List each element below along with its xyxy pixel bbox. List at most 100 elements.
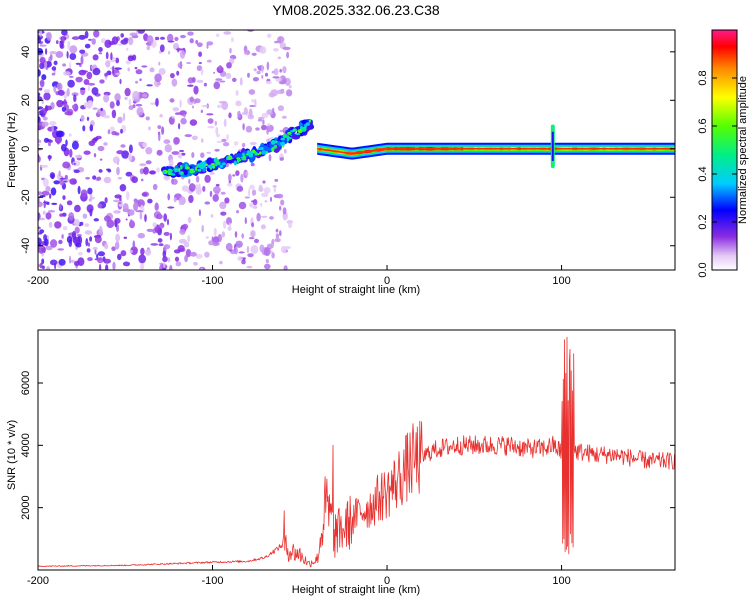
spectrogram-noise-blob xyxy=(249,202,254,208)
spectrogram-ytick-label: 0 xyxy=(20,146,32,152)
spectrogram-noise-blob xyxy=(247,253,254,258)
spectrogram-noise-blob xyxy=(143,166,149,175)
spectrogram-noise-blob xyxy=(224,197,230,204)
spectrogram-noise-blob xyxy=(49,193,52,199)
spectrogram-noise-blob xyxy=(260,215,268,218)
spectrogram-ytick-label: -20 xyxy=(20,189,32,205)
spectrogram-noise-blob xyxy=(88,198,92,202)
spectrogram-noise-blob xyxy=(200,68,204,76)
spectrogram-noise-blob xyxy=(269,216,274,220)
spectrogram-noise-blob xyxy=(195,40,199,44)
spectrogram-noise-blob xyxy=(260,224,266,230)
spectrogram-noise-blob xyxy=(148,126,151,131)
spectrogram-noise-blob xyxy=(281,115,287,119)
spectrogram-noise-blob xyxy=(239,77,243,86)
spectrogram-noise-blob xyxy=(257,65,261,69)
spectrogram-noise-blob xyxy=(126,47,129,51)
spectrogram-noise-blob xyxy=(132,240,136,250)
spectrogram-noise-blob xyxy=(128,98,132,106)
spectrogram-noise-blob xyxy=(234,231,238,238)
spectrogram-noise-blob xyxy=(83,79,90,85)
spectrogram-noise-blob xyxy=(71,230,77,240)
spectrogram-noise-blob xyxy=(204,174,211,183)
spectrogram-noise-blob xyxy=(267,33,272,39)
spectrogram-noise-blob xyxy=(43,200,46,209)
spectrogram-noise-blob xyxy=(112,261,116,270)
spectrogram-noise-blob xyxy=(265,81,272,85)
spectrogram-noise-blob xyxy=(189,38,194,44)
spectrogram-noise-blob xyxy=(57,248,64,251)
spectrogram-noise-blob xyxy=(226,134,229,140)
spectrogram-noise-blob xyxy=(41,74,47,81)
spectrogram-noise-blob xyxy=(163,262,166,269)
spectrogram-noise-blob xyxy=(42,178,49,187)
spectrogram-noise-blob xyxy=(254,238,259,244)
spectrogram-noise-blob xyxy=(71,36,80,40)
spectrogram-noise-blob xyxy=(161,126,165,135)
spectrogram-noise-blob xyxy=(51,202,58,205)
spectrogram-rising-band-core xyxy=(243,155,246,159)
spectrogram-noise-blob xyxy=(256,212,261,222)
spectrogram-noise-blob xyxy=(86,248,91,253)
spectrogram-noise-blob xyxy=(285,89,293,97)
spectrogram-noise-blob xyxy=(261,64,264,74)
spectrogram-noise-blob xyxy=(266,128,269,135)
snr-plot-area xyxy=(38,336,675,568)
spectrogram-noise-blob xyxy=(198,51,203,57)
spectrogram-noise-blob xyxy=(206,43,209,49)
spectrogram-noise-blob xyxy=(38,107,42,110)
spectrogram-noise-blob xyxy=(136,201,141,204)
spectrogram-noise-blob xyxy=(74,154,83,159)
spectrogram-noise-blob xyxy=(229,47,232,54)
spectrogram-noise-blob xyxy=(273,186,277,193)
spectrogram-noise-blob xyxy=(169,265,173,270)
spectrogram-noise-blob xyxy=(122,112,126,122)
spectrogram-noise-blob xyxy=(163,231,170,236)
spectrogram-noise-blob xyxy=(219,80,226,83)
spectrogram-noise-blob xyxy=(277,56,281,60)
spectrogram-noise-blob xyxy=(91,38,96,45)
spectrogram-noise-blob xyxy=(114,67,122,70)
spectrogram-noise-blob xyxy=(39,30,43,37)
spectrogram-noise-blob xyxy=(265,258,269,264)
spectrogram-xtick-label: 100 xyxy=(552,275,570,287)
spectrogram-rising-band-core xyxy=(297,129,303,134)
spectrogram-noise-blob xyxy=(104,215,111,222)
spectrogram-xtick-label: -200 xyxy=(27,275,49,287)
spectrogram-noise-blob xyxy=(180,117,187,125)
spectrogram-noise-blob xyxy=(163,213,168,222)
spectrogram-noise-blob xyxy=(171,178,178,185)
colorbar-tick-label: 0.0 xyxy=(697,262,709,277)
spectrogram-noise-blob xyxy=(96,253,99,259)
spectrogram-noise-blob xyxy=(86,116,90,121)
spectrogram-noise-blob xyxy=(179,201,183,205)
spectrogram-noise-blob xyxy=(110,52,113,61)
spectrogram-rising-band-core xyxy=(178,170,181,175)
spectrogram-noise-blob xyxy=(242,123,245,131)
spectrogram-noise-blob xyxy=(213,81,221,90)
spectrogram-rising-band-core xyxy=(280,137,286,141)
spectrogram-noise-blob xyxy=(227,182,233,187)
spectrogram-noise-blob xyxy=(191,152,195,158)
spectrogram-noise-blob xyxy=(135,69,143,75)
spectrogram-noise-blob xyxy=(274,238,281,243)
spectrogram-noise-blob xyxy=(78,34,86,40)
spectrogram-noise-blob xyxy=(58,170,61,177)
spectrogram-noise-blob xyxy=(211,241,220,246)
spectrogram-noise-blob xyxy=(123,236,128,239)
spectrogram-noise-blob xyxy=(169,98,175,103)
spectrogram-noise-blob xyxy=(120,250,127,257)
spectrogram-noise-blob xyxy=(61,106,67,112)
spectrogram-rising-band-core xyxy=(197,168,202,172)
spectrogram-rising-band-core xyxy=(189,169,196,174)
spectrogram-noise-blob xyxy=(59,213,64,217)
spectrogram-rising-band-core xyxy=(273,144,278,149)
spectrogram-noise-blob xyxy=(141,65,148,68)
spectrogram-noise-blob xyxy=(45,245,53,251)
spectrogram-noise-blob xyxy=(105,51,109,60)
spectrogram-noise-blob xyxy=(73,162,76,166)
spectrogram-noise-blob xyxy=(138,141,142,147)
spectrogram-noise-blob xyxy=(209,190,213,197)
spectrogram-noise-blob xyxy=(218,100,227,104)
spectrogram-noise-blob xyxy=(68,133,72,137)
